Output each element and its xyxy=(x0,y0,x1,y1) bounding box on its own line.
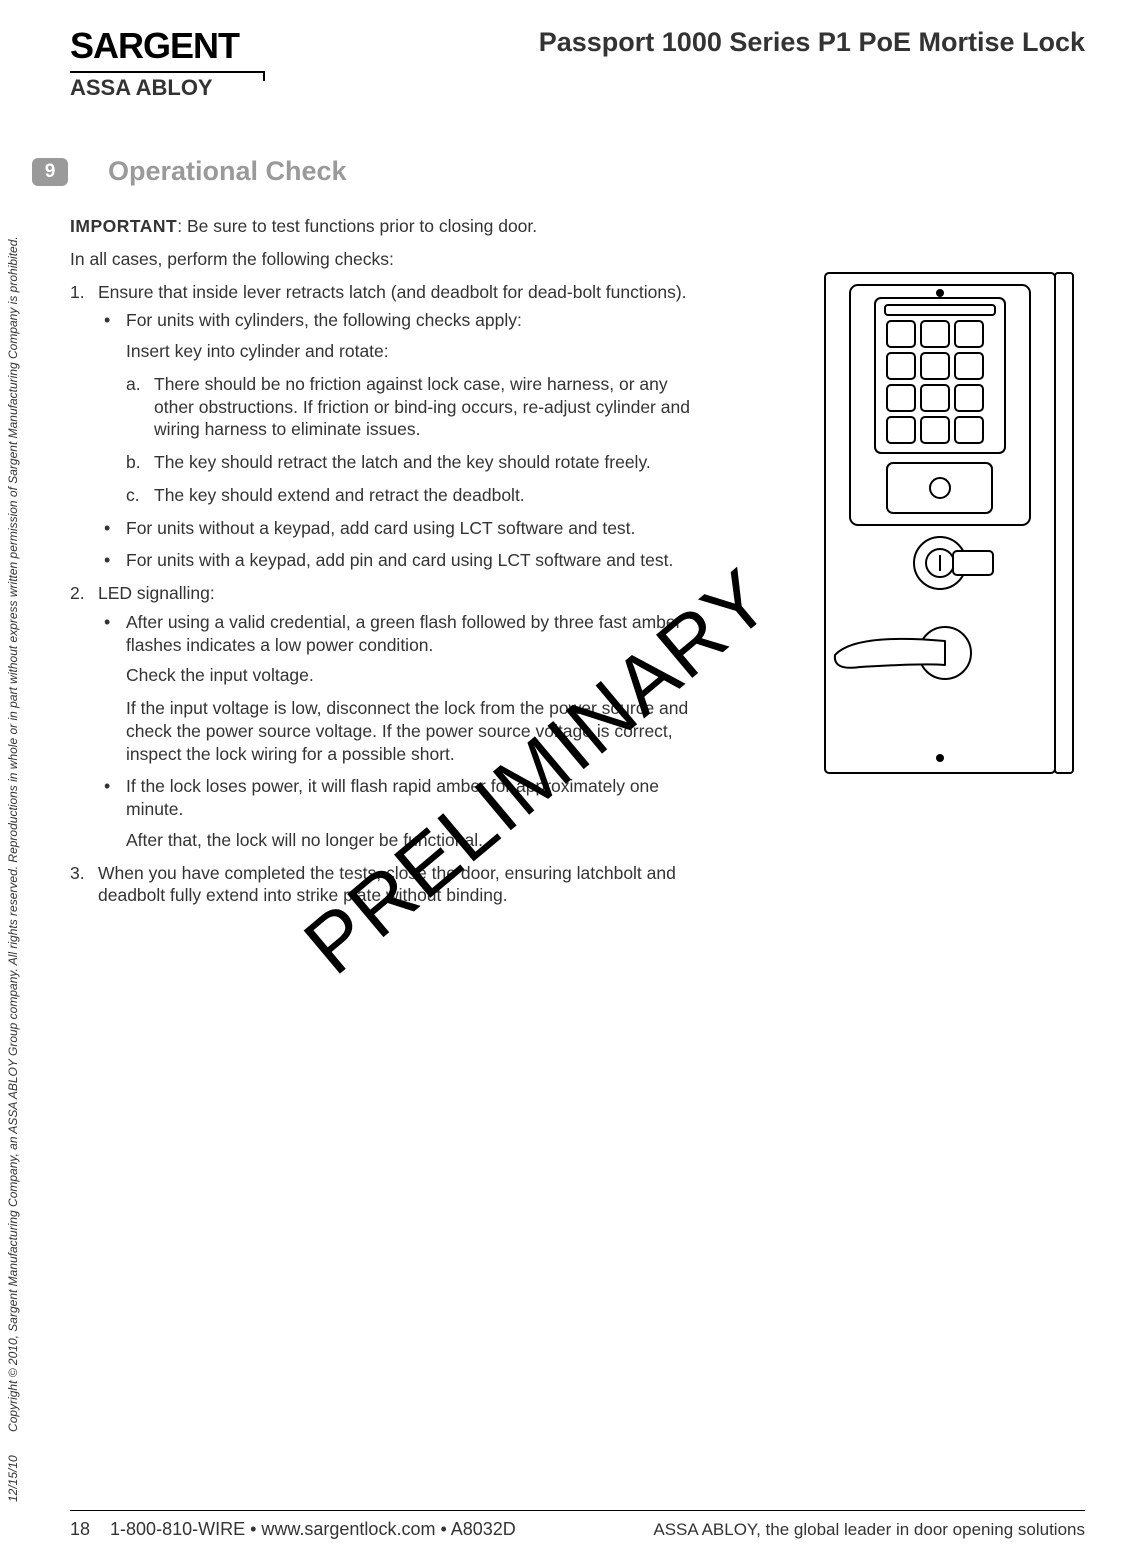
lock-figure xyxy=(795,263,1095,788)
footer-brand: ASSA ABLOY, xyxy=(653,1520,760,1539)
item2-b1-p2: If the input voltage is low, disconnect … xyxy=(126,697,690,765)
footer-contact: 1-800-810-WIRE • www.sargentlock.com • A… xyxy=(110,1519,516,1540)
item1-bullet2: For units without a keypad, add card usi… xyxy=(98,517,690,540)
alpha-a: a.There should be no friction against lo… xyxy=(126,373,690,441)
item3-text: When you have completed the tests, close… xyxy=(98,863,676,906)
footer-right: ASSA ABLOY, the global leader in door op… xyxy=(653,1520,1085,1540)
item1-bullet3: For units with a keypad, add pin and car… xyxy=(98,549,690,572)
important-text: : Be sure to test functions prior to clo… xyxy=(177,216,537,236)
footer-left: 18 1-800-810-WIRE • www.sargentlock.com … xyxy=(70,1519,516,1540)
footer-row: 18 1-800-810-WIRE • www.sargentlock.com … xyxy=(70,1519,1085,1540)
page: SARGENT ASSA ABLOY Passport 1000 Series … xyxy=(0,0,1125,1562)
item2-b2-p1: After that, the lock will no longer be f… xyxy=(126,829,690,852)
list-item-2: 2. LED signalling: After using a valid c… xyxy=(70,582,690,852)
intro-text: In all cases, perform the following chec… xyxy=(70,248,690,271)
lock-illustration xyxy=(795,263,1095,783)
item2-number: 2. xyxy=(70,582,85,605)
item1-bullet1: For units with cylinders, the following … xyxy=(98,309,690,506)
main-list: 1. Ensure that inside lever retracts lat… xyxy=(70,281,690,908)
item2-text: LED signalling: xyxy=(98,583,215,603)
item1-b1-sub: Insert key into cylinder and rotate: xyxy=(126,340,690,363)
side-copyright-text: Copyright © 2010, Sargent Manufacturing … xyxy=(6,236,20,1432)
footer: 18 1-800-810-WIRE • www.sargentlock.com … xyxy=(0,1510,1125,1540)
item1-number: 1. xyxy=(70,281,85,304)
content-area: IMPORTANT: Be sure to test functions pri… xyxy=(70,215,1085,917)
section-number-badge: 9 xyxy=(32,158,68,186)
section-title: Operational Check xyxy=(108,156,347,187)
document-title: Passport 1000 Series P1 PoE Mortise Lock xyxy=(539,27,1085,58)
assa-abloy-logo: ASSA ABLOY xyxy=(70,75,265,101)
important-label: IMPORTANT xyxy=(70,216,177,236)
item1-text: Ensure that inside lever retracts latch … xyxy=(98,282,687,302)
item2-b1-p1: Check the input voltage. xyxy=(126,664,690,687)
section-heading: 9 Operational Check xyxy=(70,156,1085,187)
item1-bullets: For units with cylinders, the following … xyxy=(98,309,690,572)
footer-divider xyxy=(70,1510,1085,1511)
list-item-3: 3. When you have completed the tests, cl… xyxy=(70,862,690,908)
item1-b1-text: For units with cylinders, the following … xyxy=(126,310,522,330)
logo-block: SARGENT ASSA ABLOY xyxy=(70,25,265,101)
side-copyright: 12/15/10 Copyright © 2010, Sargent Manuf… xyxy=(6,802,20,1502)
page-number: 18 xyxy=(70,1519,90,1540)
alpha-b: b.The key should retract the latch and t… xyxy=(126,451,690,474)
footer-tagline: the global leader in door opening soluti… xyxy=(761,1520,1085,1539)
item2-bullet1: After using a valid credential, a green … xyxy=(98,611,690,766)
side-date: 12/15/10 xyxy=(6,1455,20,1502)
alpha-c: c.The key should extend and retract the … xyxy=(126,484,690,507)
list-item-1: 1. Ensure that inside lever retracts lat… xyxy=(70,281,690,573)
logo-divider xyxy=(70,71,265,73)
text-column: IMPORTANT: Be sure to test functions pri… xyxy=(70,215,690,917)
item2-bullet2: If the lock loses power, it will flash r… xyxy=(98,775,690,851)
alpha-list: a.There should be no friction against lo… xyxy=(126,373,690,507)
item3-number: 3. xyxy=(70,862,85,885)
sargent-logo: SARGENT xyxy=(70,25,265,67)
item2-bullets: After using a valid credential, a green … xyxy=(98,611,690,852)
header: SARGENT ASSA ABLOY Passport 1000 Series … xyxy=(70,25,1085,101)
important-line: IMPORTANT: Be sure to test functions pri… xyxy=(70,215,690,238)
